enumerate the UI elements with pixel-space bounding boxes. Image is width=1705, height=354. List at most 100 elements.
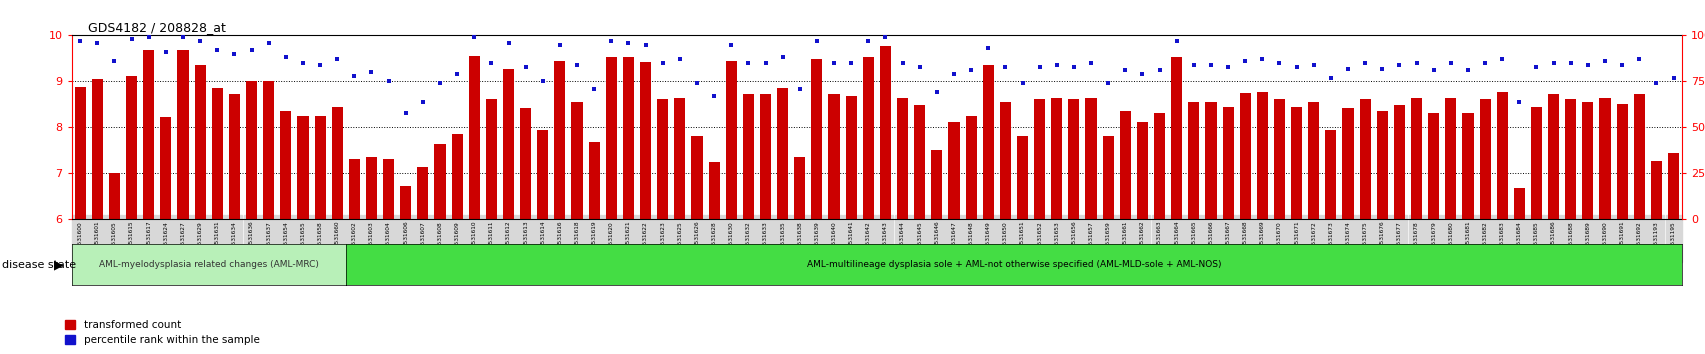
Point (1659, 75, 1686, 81)
Bar (1118, 111, 1130, 219)
Point (152, 49, 179, 55)
Bar (92, 79, 102, 219)
Point (1453, 68, 1480, 73)
Bar (160, 117, 171, 219)
Bar (897, 97, 907, 219)
Bar (554, 61, 564, 219)
Point (1574, 62, 1601, 68)
Bar (280, 111, 292, 219)
Point (991, 64, 1018, 69)
Point (701, 93, 728, 99)
Bar (1427, 113, 1439, 219)
Point (614, 40, 641, 46)
Point (477, 60, 505, 66)
Bar (1461, 113, 1473, 219)
Bar (1512, 188, 1524, 219)
Bar (948, 122, 958, 219)
Bar (401, 186, 411, 219)
Point (203, 47, 230, 53)
Bar (1616, 103, 1627, 219)
Point (101, 58, 128, 64)
Bar (452, 135, 462, 219)
Point (718, 42, 745, 47)
Point (186, 38, 213, 44)
Bar (795, 157, 805, 219)
Point (66, 38, 94, 44)
Bar (846, 96, 856, 219)
Point (220, 51, 247, 57)
Bar (982, 65, 994, 219)
Bar (1667, 153, 1678, 219)
Bar (1274, 99, 1284, 219)
Bar (829, 94, 839, 219)
Bar (1308, 102, 1318, 219)
Bar (109, 172, 119, 219)
Bar (1444, 97, 1456, 219)
Point (1180, 62, 1207, 68)
Point (957, 68, 984, 73)
Bar (1153, 113, 1165, 219)
Bar (365, 157, 377, 219)
Bar (348, 159, 360, 219)
Point (1436, 60, 1463, 66)
Point (1625, 57, 1652, 62)
Point (460, 34, 488, 40)
Bar (1136, 122, 1147, 219)
Bar (708, 162, 720, 219)
Point (1282, 64, 1309, 69)
Bar (314, 116, 326, 219)
Point (392, 110, 419, 115)
Point (597, 38, 624, 44)
Point (1265, 60, 1292, 66)
Bar (1529, 107, 1541, 219)
Point (1095, 80, 1122, 86)
Point (426, 80, 454, 86)
Point (752, 60, 779, 66)
Bar (384, 159, 394, 219)
Point (84, 40, 111, 46)
Bar (571, 102, 583, 219)
Bar (1033, 99, 1045, 219)
Text: AML-multilineage dysplasia sole + AML-not otherwise specified (AML-MLD-sole + AM: AML-multilineage dysplasia sole + AML-no… (806, 260, 1221, 269)
Point (1419, 68, 1446, 73)
Bar (1325, 130, 1335, 219)
Bar (965, 116, 975, 219)
Point (786, 86, 813, 92)
Bar (1016, 136, 1028, 219)
Bar (1188, 102, 1199, 219)
Bar (622, 57, 634, 219)
Point (871, 34, 899, 40)
Point (1129, 71, 1156, 77)
Point (341, 73, 368, 79)
Point (1523, 64, 1550, 69)
Point (1214, 64, 1241, 69)
Text: AML-myelodysplasia related changes (AML-MRC): AML-myelodysplasia related changes (AML-… (99, 260, 319, 269)
Point (563, 62, 590, 68)
Bar (742, 94, 754, 219)
Point (1231, 58, 1258, 64)
Bar (469, 56, 479, 219)
Bar (194, 65, 206, 219)
Point (1197, 62, 1224, 68)
Point (546, 42, 573, 47)
Bar (673, 97, 685, 219)
Point (307, 62, 334, 68)
Bar (1222, 107, 1233, 219)
Point (1591, 58, 1618, 64)
Bar (126, 76, 136, 219)
Point (375, 79, 402, 84)
Point (1488, 57, 1516, 62)
Bar (537, 130, 547, 219)
Legend: transformed count, percentile rank within the sample: transformed count, percentile rank withi… (65, 320, 259, 345)
Point (1112, 68, 1139, 73)
Point (529, 79, 556, 84)
Bar (639, 62, 651, 219)
Point (667, 57, 694, 62)
Bar (1050, 97, 1062, 219)
Bar (725, 61, 737, 219)
Text: disease state: disease state (2, 259, 75, 270)
Bar (777, 88, 788, 219)
Bar (1599, 97, 1610, 219)
Point (631, 42, 658, 47)
Bar (588, 142, 600, 219)
